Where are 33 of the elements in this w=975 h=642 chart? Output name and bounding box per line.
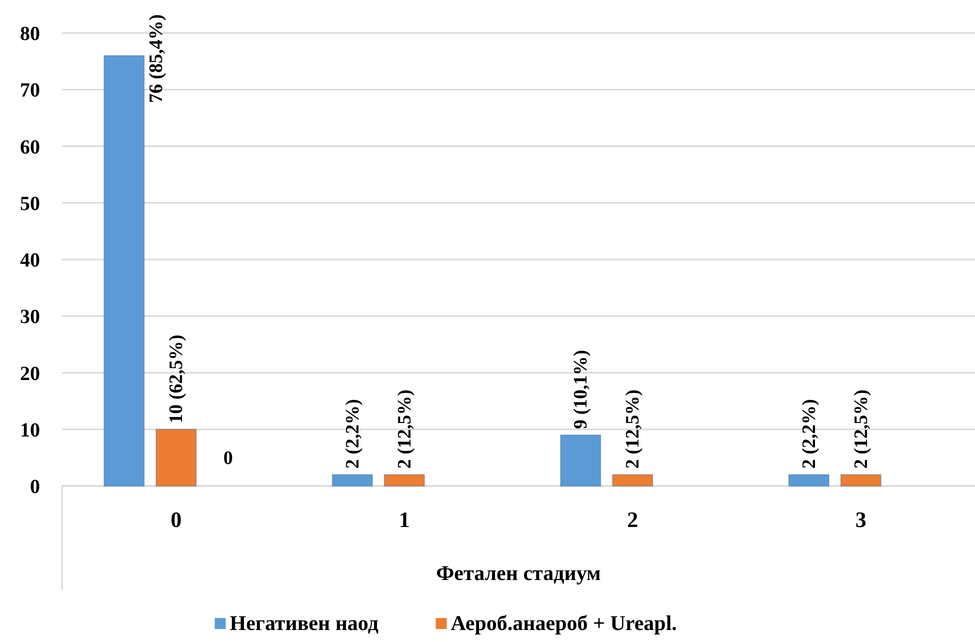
y-tick-label: 20 (20, 362, 40, 385)
data-label: 10 (62,5%) (166, 334, 188, 424)
bar (840, 474, 882, 486)
bar (788, 474, 830, 486)
data-label: 76 (85,4%) (146, 14, 168, 103)
y-tick-label: 0 (30, 476, 40, 498)
x-tick-label: 3 (855, 507, 866, 532)
data-label: 2 (12,5%) (850, 390, 872, 469)
bar (104, 55, 145, 486)
x-tick-label: 1 (398, 507, 410, 532)
x-tick-label: 2 (627, 507, 638, 532)
y-tick-label: 40 (20, 250, 40, 272)
data-label: 2 (12,5%) (622, 390, 644, 469)
data-label: 9 (10,1%) (570, 350, 592, 430)
y-tick-label: 70 (20, 80, 40, 102)
x-axis-title: Фетален стадиум (436, 561, 601, 585)
bar (384, 474, 425, 486)
data-label: 2 (12,5%) (394, 390, 416, 469)
annotation: 0 (223, 448, 233, 469)
y-tick-label: 50 (20, 192, 40, 215)
y-tick-label: 80 (20, 23, 40, 45)
legend-label: Негативен наод (230, 611, 379, 635)
data-label: 2 (2,2%) (798, 399, 820, 469)
legend-label: Аероб.анаероб + Ureapl. (450, 611, 677, 635)
bar (332, 474, 373, 486)
y-tick-label: 60 (20, 136, 40, 158)
bar (156, 428, 197, 486)
data-label: 2 (2,2%) (342, 399, 364, 469)
bar (560, 434, 602, 486)
y-tick-label: 30 (20, 306, 40, 328)
y-tick-label: 10 (20, 419, 40, 442)
bar (612, 474, 654, 486)
x-tick-label: 0 (170, 507, 182, 532)
